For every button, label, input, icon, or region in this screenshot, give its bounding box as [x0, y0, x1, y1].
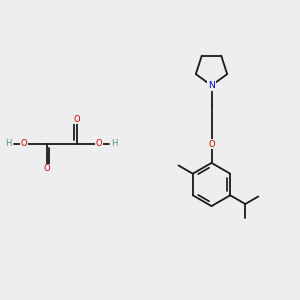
Text: O: O — [73, 115, 80, 124]
Text: O: O — [208, 140, 215, 149]
Text: N: N — [208, 81, 215, 90]
Text: H: H — [111, 140, 118, 148]
Text: O: O — [43, 164, 50, 173]
Text: N: N — [208, 81, 215, 90]
Text: O: O — [96, 140, 102, 148]
Text: O: O — [21, 140, 27, 148]
Text: H: H — [5, 140, 12, 148]
